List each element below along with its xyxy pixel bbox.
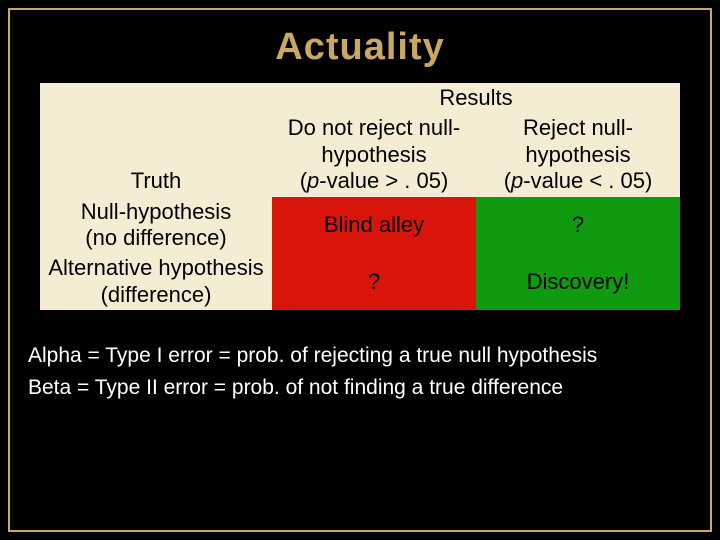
caption-alpha: Alpha = Type I error = prob. of rejectin… <box>28 340 710 372</box>
caption-block: Alpha = Type I error = prob. of rejectin… <box>28 340 710 403</box>
col-header-reject: Reject null- hypothesis (p-value < . 05) <box>476 113 680 196</box>
row-header-alternative: Alternative hypothesis (difference) <box>40 253 272 310</box>
row-header-null: Null-hypothesis (no difference) <box>40 197 272 254</box>
cell-discovery: Discovery! <box>476 253 680 310</box>
slide-frame: Actuality Truth Results Do not reject nu… <box>8 8 712 532</box>
caption-beta: Beta = Type II error = prob. of not find… <box>28 372 710 404</box>
truth-header: Truth <box>40 83 272 197</box>
cell-r2c1: ? <box>272 253 476 310</box>
slide-title: Actuality <box>10 26 710 69</box>
col-header-not-reject: Do not reject null- hypothesis (p-value … <box>272 113 476 196</box>
cell-r1c2: ? <box>476 197 680 254</box>
results-label: Results <box>439 85 512 110</box>
cell-blind-alley: Blind alley <box>272 197 476 254</box>
results-header: Results <box>272 83 680 113</box>
decision-table: Truth Results Do not reject null- hypoth… <box>40 83 680 310</box>
truth-label: Truth <box>131 168 182 193</box>
